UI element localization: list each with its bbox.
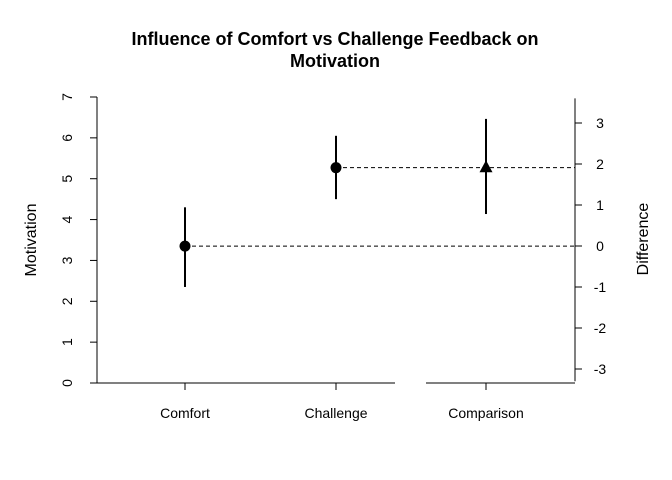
left-tick-label: 6	[59, 134, 75, 142]
right-y-axis: -3 -2 -1 0 1 2 3	[574, 98, 607, 382]
left-y-axis: 0 1 2 3 4 5 6 7	[59, 93, 98, 387]
right-tick-label: 1	[596, 197, 604, 213]
right-tick-label: 3	[596, 115, 604, 131]
right-tick-label: 0	[596, 238, 604, 254]
x-tick-label: Comparison	[448, 405, 523, 421]
data-point	[179, 240, 191, 252]
left-tick-label: 1	[59, 338, 75, 346]
x-tick-label: Challenge	[304, 405, 367, 421]
x-tick-label: Comfort	[160, 405, 210, 421]
x-axis: Comfort Challenge Comparison	[97, 382, 575, 421]
right-tick-label: -1	[594, 279, 607, 295]
left-tick-label: 7	[59, 93, 75, 101]
left-tick-label: 3	[59, 256, 75, 264]
right-tick-label: -2	[594, 320, 607, 336]
data-point-triangle	[479, 160, 493, 173]
data-point	[330, 162, 342, 174]
left-tick-label: 2	[59, 297, 75, 305]
chart-title-line-2: Motivation	[290, 51, 380, 71]
chart-title-line-1: Influence of Comfort vs Challenge Feedba…	[131, 29, 538, 49]
y-axis-label: Motivation	[23, 204, 40, 277]
left-tick-label: 0	[59, 379, 75, 387]
y-axis-right-label: Difference	[635, 203, 652, 276]
right-tick-label: 2	[596, 156, 604, 172]
plot-area	[179, 118, 575, 287]
left-tick-label: 5	[59, 175, 75, 183]
left-tick-label: 4	[59, 215, 75, 223]
right-tick-label: -3	[594, 361, 607, 377]
